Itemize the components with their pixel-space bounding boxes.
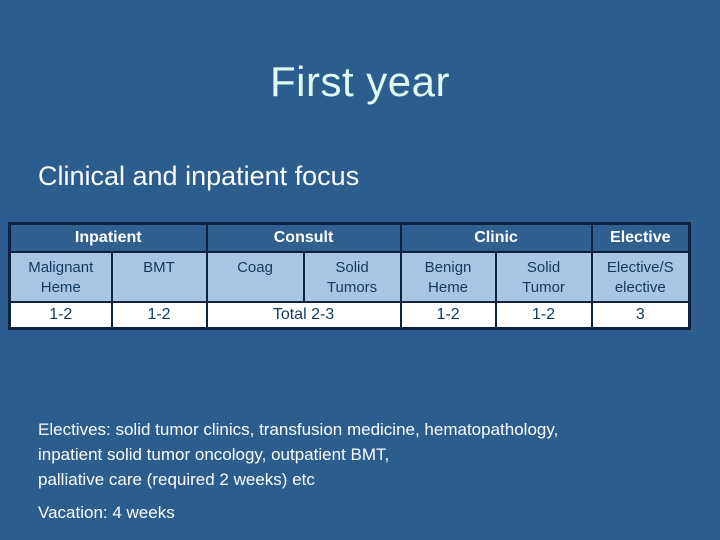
group-header-clinic: Clinic	[399, 222, 593, 253]
electives-note-line: Electives: solid tumor clinics, transfus…	[38, 420, 559, 439]
subheader-malignant-heme: Malignant Heme	[8, 250, 113, 303]
subheader-benign-heme: Benign Heme	[399, 250, 497, 303]
value-solid-tumor: 1-2	[494, 300, 593, 330]
subheader-elective-selective: Elective/S elective	[590, 250, 691, 303]
electives-note-line: inpatient solid tumor oncology, outpatie…	[38, 445, 390, 464]
vacation-note: Vacation: 4 weeks	[38, 503, 175, 522]
electives-note-line: palliative care (required 2 weeks) etc	[38, 470, 315, 489]
slide-title: First year	[269, 58, 450, 105]
value-bmt: 1-2	[110, 300, 208, 330]
rotation-schedule-table: Inpatient Consult Clinic Elective Malign…	[8, 222, 692, 330]
subheader-solid-tumors: Solid Tumors	[302, 250, 402, 303]
value-elective: 3	[590, 300, 691, 330]
group-header-consult: Consult	[205, 222, 402, 253]
subheader-solid-tumor: Solid Tumor	[494, 250, 593, 303]
value-benign-heme: 1-2	[399, 300, 497, 330]
value-consult-total: Total 2-3	[205, 300, 402, 330]
group-header-inpatient: Inpatient	[8, 222, 208, 253]
table-subheader-row: Malignant Heme BMT Coag Solid Tumors Ben…	[8, 250, 691, 303]
table-values-row: 1-2 1-2 Total 2-3 1-2 1-2 3	[8, 300, 691, 330]
table-group-header-row: Inpatient Consult Clinic Elective	[8, 222, 691, 253]
subheader-coag: Coag	[205, 250, 305, 303]
value-malignant-heme: 1-2	[8, 300, 113, 330]
subheader-bmt: BMT	[110, 250, 208, 303]
slide-subtitle: Clinical and inpatient focus	[38, 161, 360, 191]
electives-note: Electives: solid tumor clinics, transfus…	[38, 417, 558, 492]
group-header-elective: Elective	[590, 222, 691, 253]
